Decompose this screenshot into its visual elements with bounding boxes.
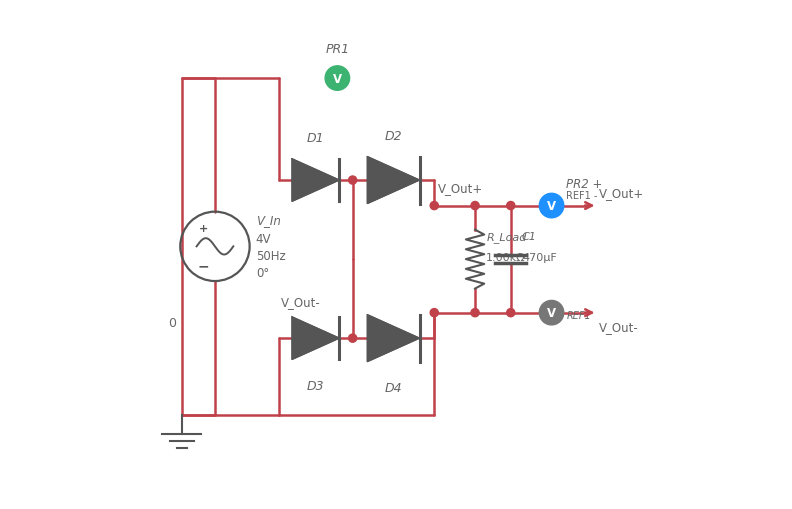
Text: C1: C1	[522, 232, 537, 242]
Circle shape	[471, 309, 479, 317]
Circle shape	[547, 309, 556, 317]
Text: D1: D1	[307, 132, 325, 145]
Text: V: V	[333, 72, 342, 86]
Polygon shape	[367, 157, 420, 204]
Text: 470μF: 470μF	[522, 252, 557, 262]
Text: 0°: 0°	[256, 267, 269, 280]
Text: REF1 -: REF1 -	[566, 191, 598, 201]
Polygon shape	[292, 159, 339, 202]
Text: V_Out+: V_Out+	[438, 182, 484, 195]
Text: V_Out-: V_Out-	[281, 295, 321, 308]
Circle shape	[430, 202, 438, 210]
Text: R_Load: R_Load	[486, 231, 527, 242]
Text: REF1: REF1	[566, 310, 591, 321]
Circle shape	[507, 202, 515, 210]
Text: PR1: PR1	[326, 43, 349, 55]
Polygon shape	[367, 315, 420, 362]
Text: +: +	[199, 223, 208, 234]
Text: V_In: V_In	[256, 214, 280, 227]
Text: V_Out-: V_Out-	[599, 321, 638, 334]
Circle shape	[348, 177, 356, 185]
Text: D2: D2	[385, 130, 402, 143]
Text: 4V: 4V	[256, 232, 271, 245]
Circle shape	[325, 67, 349, 91]
Text: V: V	[547, 306, 556, 320]
Circle shape	[348, 334, 356, 343]
Text: V_Out+: V_Out+	[599, 187, 644, 200]
Text: 50Hz: 50Hz	[256, 249, 285, 263]
Circle shape	[507, 309, 515, 317]
Circle shape	[539, 301, 564, 325]
Text: D4: D4	[385, 381, 402, 394]
Text: PR2 +: PR2 +	[566, 177, 603, 190]
Text: V: V	[547, 200, 556, 213]
Text: 0: 0	[168, 317, 176, 330]
Polygon shape	[292, 317, 339, 360]
Circle shape	[430, 309, 438, 317]
Circle shape	[539, 194, 564, 218]
Text: −: −	[198, 259, 210, 273]
Text: D3: D3	[307, 379, 325, 392]
Circle shape	[547, 202, 556, 210]
Circle shape	[471, 202, 479, 210]
Text: 1.00kΩ: 1.00kΩ	[486, 252, 526, 262]
